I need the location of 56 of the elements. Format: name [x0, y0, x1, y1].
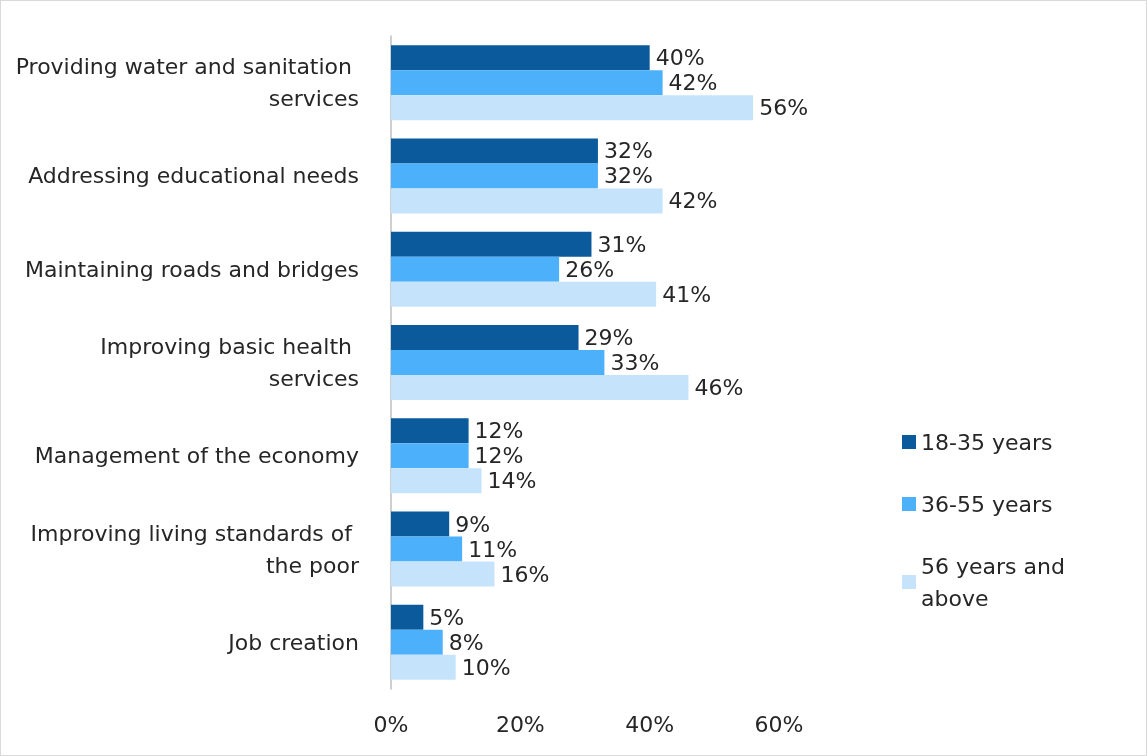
- bar: [391, 281, 657, 307]
- data-label: 42%: [668, 188, 718, 214]
- bar: [391, 468, 482, 494]
- data-label: 31%: [597, 231, 647, 257]
- bar: [391, 163, 598, 189]
- data-label: 42%: [668, 70, 718, 96]
- bar: [391, 604, 424, 630]
- data-label: 5%: [429, 604, 465, 630]
- data-label: 9%: [455, 511, 491, 537]
- data-label: 41%: [662, 281, 712, 307]
- y-tick-label: Improving living standards of the poor: [30, 520, 360, 578]
- bar: [391, 45, 650, 71]
- legend-label: 18-35 years: [921, 429, 1053, 455]
- data-label: 33%: [610, 350, 660, 375]
- data-label: 11%: [468, 536, 518, 562]
- x-tick-label: 0%: [373, 711, 409, 737]
- x-tick-label: 20%: [495, 711, 545, 737]
- bar: [391, 418, 469, 444]
- x-tick-label: 40%: [625, 711, 675, 737]
- data-label: 26%: [565, 256, 615, 282]
- x-tick-label: 60%: [754, 711, 804, 737]
- data-label: 32%: [603, 163, 653, 189]
- bar: [391, 561, 495, 587]
- bar: [391, 325, 579, 350]
- bar: [391, 231, 592, 257]
- y-tick-label: Job creation: [226, 629, 359, 655]
- y-tick-label: Maintaining roads and bridges: [24, 256, 359, 282]
- bar: [391, 654, 456, 680]
- y-tick-label: Providing water and sanitation services: [15, 54, 359, 112]
- data-label: 14%: [487, 468, 537, 494]
- bar: [391, 629, 443, 655]
- data-label: 40%: [655, 45, 705, 71]
- bar: [391, 138, 598, 164]
- data-label: 12%: [474, 443, 524, 469]
- bar: [391, 188, 663, 214]
- bar: [391, 443, 469, 469]
- data-label: 10%: [461, 654, 511, 680]
- data-label: 32%: [603, 138, 653, 164]
- bar: [391, 256, 560, 282]
- data-label: 46%: [694, 375, 744, 400]
- bar: [391, 511, 450, 537]
- bar: [391, 350, 605, 375]
- bar: [391, 536, 463, 562]
- bar: [391, 375, 689, 400]
- data-label: 12%: [474, 418, 524, 444]
- data-label: 56%: [759, 95, 809, 121]
- bar: [391, 70, 663, 96]
- legend-label: 36-55 years: [921, 491, 1053, 517]
- bar: [391, 95, 754, 121]
- y-tick-label: Management of the economy: [34, 443, 359, 469]
- legend-label: 56 years and above: [921, 553, 1072, 611]
- data-label: 16%: [500, 561, 550, 587]
- data-label: 8%: [448, 629, 484, 655]
- y-tick-label: Addressing educational needs: [28, 163, 359, 189]
- y-tick-label: Improving basic health services: [100, 334, 359, 391]
- data-label: 29%: [584, 325, 634, 350]
